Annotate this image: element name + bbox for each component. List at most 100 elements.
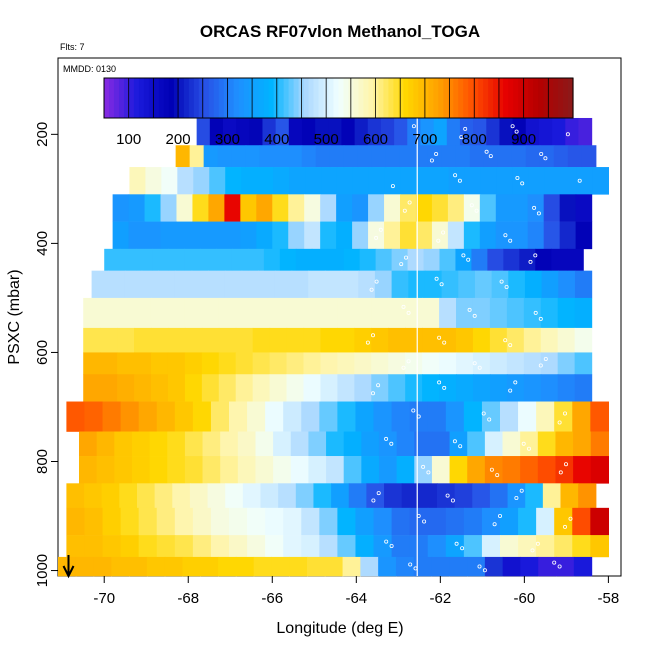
heatmap-cell — [448, 167, 466, 195]
colorbar-swatch — [448, 78, 454, 118]
heatmap-cell — [320, 297, 338, 329]
colorbar-swatch — [303, 78, 310, 118]
data-marker — [532, 205, 537, 210]
heatmap-cell — [320, 374, 338, 402]
heatmap-cell — [523, 374, 542, 402]
heatmap-cell — [217, 145, 233, 168]
data-marker — [477, 365, 482, 370]
heatmap-cell — [540, 297, 559, 329]
heatmap-cell — [225, 167, 242, 195]
heatmap-cell — [247, 248, 265, 271]
heatmap-cell — [209, 167, 226, 195]
colorbar-swatch — [118, 78, 125, 118]
heatmap-cell — [295, 248, 313, 271]
heatmap-cell — [184, 248, 201, 271]
data-marker — [434, 276, 439, 281]
heatmap-cell — [359, 248, 377, 271]
heatmap-cell — [208, 270, 226, 299]
heatmap-cell — [472, 374, 491, 402]
heatmap-cell — [256, 194, 273, 222]
heatmap-cell — [518, 507, 537, 536]
heatmap-cell — [320, 194, 337, 222]
heatmap-cell — [449, 456, 468, 484]
heatmap-cell — [156, 535, 176, 558]
heatmap-cell — [536, 535, 555, 558]
data-marker — [389, 544, 394, 549]
data-marker — [536, 211, 541, 216]
heatmap-cell — [191, 270, 209, 299]
heatmap-cell — [202, 431, 221, 457]
data-marker — [514, 495, 519, 500]
colorbar-swatch — [123, 78, 130, 118]
heatmap-cell — [161, 167, 178, 195]
heatmap-cell — [224, 221, 241, 250]
heatmap-cell — [66, 483, 85, 509]
heatmap-cell — [463, 535, 483, 558]
heatmap-cell — [134, 297, 152, 329]
y-axis-label: PSXC (mbar) — [6, 269, 23, 364]
heatmap-cell — [401, 483, 420, 509]
heatmap-cell — [131, 431, 151, 457]
heatmap-cell — [536, 507, 555, 536]
heatmap-cell — [326, 456, 345, 484]
heatmap-cell — [91, 270, 109, 299]
heatmap-cell — [245, 145, 261, 168]
colorbar-swatch — [478, 78, 484, 118]
heatmap-cell — [405, 374, 423, 402]
data-marker — [370, 391, 375, 396]
data-marker — [458, 444, 463, 449]
heatmap-cell — [168, 248, 185, 271]
colorbar-swatch — [203, 78, 210, 118]
heatmap-cell — [480, 167, 498, 195]
heatmap-cell — [358, 270, 376, 299]
heatmap-cell — [111, 556, 130, 577]
data-marker — [521, 441, 526, 446]
heatmap-cell — [154, 483, 173, 509]
data-marker — [365, 340, 370, 345]
colorbar-swatch — [548, 78, 554, 118]
heatmap-cell — [131, 456, 151, 484]
heatmap-cell — [385, 145, 401, 168]
heatmap-cell — [343, 248, 361, 271]
plot-area: MMDD: 0130 — [57, 57, 622, 579]
heatmap-cell — [288, 194, 305, 222]
colorbar-swatch — [178, 78, 185, 118]
heatmap-cell — [315, 117, 329, 146]
heatmap-cell — [527, 221, 545, 250]
colorbar-swatch — [428, 78, 434, 118]
heatmap-cell — [164, 556, 184, 577]
heatmap-cell — [559, 221, 577, 250]
data-marker — [538, 363, 543, 368]
x-tick-label: -60 — [514, 590, 536, 607]
heatmap-cell — [360, 556, 379, 577]
data-marker — [408, 562, 413, 567]
heatmap-cell — [201, 352, 220, 375]
heatmap-cell — [320, 327, 338, 353]
heatmap-cells — [58, 117, 609, 577]
heatmap-cell — [540, 327, 559, 353]
data-marker — [539, 151, 544, 156]
heatmap-cell — [489, 327, 508, 353]
heatmap-cell — [459, 117, 474, 146]
heatmap-cell — [66, 535, 86, 558]
colorbar-swatch — [333, 78, 340, 118]
heatmap-cell — [512, 117, 527, 146]
heatmap-cell — [308, 456, 327, 484]
data-marker — [459, 135, 464, 140]
heatmap-cell — [308, 431, 327, 457]
colorbar-swatch — [463, 78, 469, 118]
heatmap-cell — [192, 507, 212, 536]
colorbar-swatch — [218, 78, 225, 118]
y-tick-label: 400 — [34, 231, 51, 256]
heatmap-cell — [337, 507, 357, 536]
heatmap-cell — [479, 221, 497, 250]
data-marker — [552, 560, 557, 565]
colorbar-swatch — [143, 78, 150, 118]
colorbar-tick-label: 600 — [363, 131, 388, 148]
heatmap-cell — [355, 507, 375, 536]
heatmap-cell — [315, 145, 331, 168]
data-marker — [557, 564, 562, 569]
data-marker — [520, 181, 525, 186]
heatmap-cell — [556, 556, 575, 577]
